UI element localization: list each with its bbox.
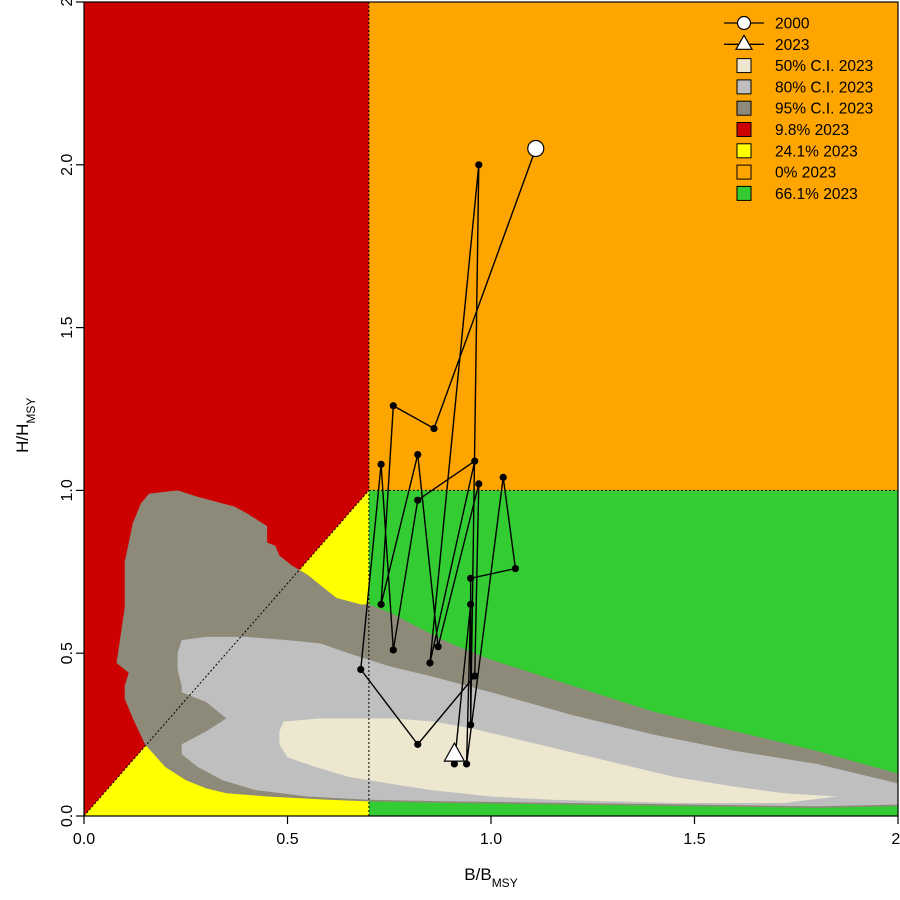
legend-label: 50% C.I. 2023 [775,58,873,75]
x-tick-label: 1.5 [683,831,705,848]
trajectory-point [414,496,422,504]
legend-label: 80% C.I. 2023 [775,79,873,96]
reference-line-layer [84,2,898,816]
legend-swatch [736,143,752,159]
legend-swatch [736,100,752,116]
y-axis-title: H/HMSY [13,398,38,453]
legend-swatch [736,164,752,180]
legend-swatch [736,122,752,137]
trajectory-point [471,457,479,465]
trajectory-point [389,402,397,410]
trajectory-point [467,600,475,608]
trajectory-point [430,424,438,433]
y-tick-label: 2.0 [59,154,76,176]
legend-label: 9.8% 2023 [775,122,849,139]
trajectory-point [462,760,471,768]
trajectory-point [467,721,475,729]
legend-label: 24.1% 2023 [775,143,858,160]
confidence-layer [116,490,898,808]
trajectory-point [426,659,434,667]
legend-label: 0% 2023 [775,165,836,182]
legend-swatch [736,58,752,74]
y-tick-label: 0.0 [59,805,76,827]
legend-circle-symbol [736,15,752,31]
trajectory-point [377,460,385,468]
legend-triangle-symbol [734,34,754,50]
legend-swatch [736,185,752,201]
trajectory-layer [357,139,545,768]
y-tick-label: 2 [59,0,76,6]
trajectory-point [414,740,422,748]
trajectory-point [414,450,422,459]
x-axis-title: B/BMSY [464,865,517,890]
orange-zone [368,2,898,491]
trajectory-line [360,148,537,764]
trajectory-point [467,574,475,582]
reference-line-diagonal [84,490,370,816]
trajectory-point [357,665,365,674]
legend-label: 66.1% 2023 [775,186,858,203]
trajectory-point [377,600,385,608]
y-tick-label: 0.5 [59,642,76,664]
trajectory-point [499,473,507,481]
x-tick-label: 0.5 [276,831,298,848]
trajectory-point [434,643,442,651]
legend-swatch [736,79,752,95]
x-tick-label: 2. [891,831,900,848]
end-point-marker [443,741,466,762]
legend: 2000 2023 50% C.I. 2023 80% C.I. 2023 95% C.… [724,16,873,203]
trajectory-point [475,161,483,169]
y-tick-label: 1.0 [59,479,76,501]
legend-label: 95% C.I. 2023 [775,101,873,118]
axes-layer: 0.0 0.5 1.0 1.5 2. 0.0 0.5 1.0 1.5 2.0 2 B/BMSY H/HM… [13,0,900,890]
start-point-marker [527,139,545,158]
trajectory-point [389,646,397,654]
trajectory-point [475,480,483,488]
y-tick-label: 1.5 [59,316,76,338]
x-tick-label: 1.0 [480,831,502,848]
x-tick-label: 0.0 [73,831,95,848]
confidence-region-50 [279,718,837,803]
trajectory-point [471,672,479,680]
legend-label: 2000 [775,16,810,33]
trajectory-point [511,564,520,573]
legend-label: 2023 [775,37,809,54]
trajectory-point [450,760,458,768]
